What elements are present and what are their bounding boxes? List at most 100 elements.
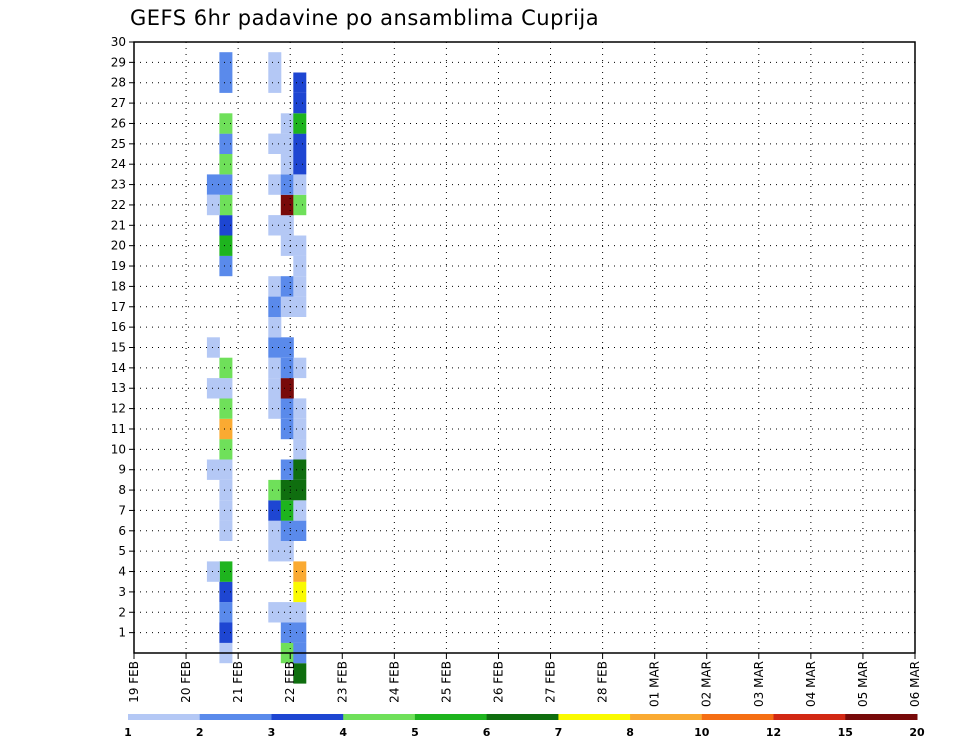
- x-tick-label: 24 FEB: [387, 661, 401, 703]
- x-tick-label: 27 FEB: [544, 661, 558, 703]
- legend-label: 12: [766, 726, 781, 739]
- precip-cell: [219, 255, 233, 277]
- precip-cell: [280, 459, 294, 480]
- legend-swatch: [271, 714, 344, 720]
- legend-label: 8: [626, 726, 634, 739]
- legend-swatch: [773, 714, 846, 720]
- precip-cell: [280, 154, 294, 175]
- precip-cell: [268, 174, 282, 195]
- precip-cell: [268, 133, 282, 154]
- precip-cell: [293, 398, 307, 419]
- x-tick-label: 20 FEB: [179, 661, 193, 703]
- x-tick-label: 23 FEB: [335, 661, 349, 703]
- precip-cell: [280, 194, 294, 216]
- precip-cell: [280, 541, 294, 562]
- legend-label: 15: [838, 726, 853, 739]
- legend-label: 5: [411, 726, 419, 739]
- legend-label: 3: [268, 726, 276, 739]
- y-tick-label: 25: [111, 137, 126, 151]
- precip-cell: [280, 235, 294, 256]
- x-tick-label: 05 MAR: [856, 661, 870, 707]
- x-tick-label: 21 FEB: [231, 661, 245, 703]
- y-tick-label: 13: [111, 381, 126, 395]
- precip-cell: [293, 418, 307, 440]
- precip-cell: [293, 439, 307, 460]
- cells-layer: [206, 52, 307, 684]
- color-legend: 1 2 3 4 5 6 7 8 10 12 15 20: [124, 714, 925, 739]
- precip-cell: [206, 174, 220, 195]
- legend-swatch: [845, 714, 918, 720]
- precip-cell: [293, 500, 307, 521]
- precip-cell: [219, 602, 233, 623]
- y-tick-label: 21: [111, 218, 126, 232]
- y-tick-label: 27: [111, 96, 126, 110]
- precip-cell: [268, 541, 282, 562]
- y-tick-label: 26: [111, 116, 126, 130]
- y-tick-label: 15: [111, 341, 126, 355]
- precip-cell: [293, 561, 307, 582]
- y-tick-label: 24: [111, 157, 126, 171]
- legend-swatch: [630, 714, 703, 720]
- precip-cell: [280, 357, 294, 379]
- precip-cell: [219, 72, 233, 93]
- x-ticks: 19 FEB 20 FEB 21 FEB 22 FEB 23 FEB 24 FEB 25 F…: [127, 653, 922, 707]
- precip-cell: [293, 72, 307, 93]
- precip-cell: [268, 337, 282, 358]
- precip-cell: [219, 133, 233, 154]
- y-tick-label: 17: [111, 300, 126, 314]
- y-tick-label: 8: [118, 483, 126, 497]
- y-tick-label: 18: [111, 279, 126, 293]
- legend-swatch: [128, 714, 201, 720]
- x-tick-label: 26 FEB: [491, 661, 505, 703]
- precip-cell: [219, 174, 233, 195]
- y-tick-label: 16: [111, 320, 126, 334]
- precip-cell: [280, 113, 294, 134]
- precip-cell: [280, 276, 294, 297]
- x-tick-label: 01 MAR: [648, 661, 662, 707]
- precip-cell: [293, 602, 307, 623]
- precip-cell: [280, 174, 294, 195]
- y-tick-label: 14: [111, 361, 126, 375]
- precip-cell: [280, 622, 294, 643]
- y-tick-label: 9: [118, 463, 126, 477]
- y-tick-label: 7: [118, 503, 126, 517]
- y-tick-label: 23: [111, 178, 126, 192]
- y-tick-label: 19: [111, 259, 126, 273]
- y-tick-label: 5: [118, 544, 126, 558]
- precip-cell: [280, 520, 294, 541]
- precip-cell: [293, 154, 307, 175]
- precip-cell: [219, 439, 233, 460]
- chart-title: GEFS 6hr padavine po ansamblima Cuprija: [130, 6, 600, 30]
- precip-cell: [293, 174, 307, 195]
- y-tick-label: 10: [111, 442, 126, 456]
- precip-cell: [280, 378, 294, 399]
- precip-cell: [206, 561, 220, 582]
- precip-cell: [268, 378, 282, 399]
- x-tick-label: 22 FEB: [283, 661, 297, 703]
- precip-cell: [219, 479, 233, 501]
- precip-cell: [268, 520, 282, 541]
- y-ticks: 1234567891011121314151617181920212223242…: [111, 35, 134, 640]
- precip-cell: [219, 622, 233, 643]
- precip-cell: [280, 215, 294, 236]
- precip-cell: [280, 418, 294, 440]
- precip-cell: [219, 581, 233, 603]
- x-tick-label: 28 FEB: [596, 661, 610, 703]
- precip-cell: [219, 215, 233, 236]
- precip-cell: [206, 337, 220, 358]
- precip-cell: [293, 520, 307, 541]
- precip-cell: [280, 500, 294, 521]
- legend-swatch: [343, 714, 416, 720]
- precip-cell: [293, 581, 307, 603]
- precip-cell: [219, 194, 233, 216]
- precip-cell: [280, 296, 294, 317]
- precip-cell: [219, 113, 233, 134]
- x-tick-label: 06 MAR: [908, 661, 922, 707]
- precip-cell: [280, 133, 294, 154]
- legend-swatch: [199, 714, 272, 720]
- precip-cell: [219, 418, 233, 440]
- legend-swatch: [414, 714, 488, 720]
- precip-cell: [206, 378, 220, 399]
- precip-cell: [219, 235, 233, 256]
- precip-cell: [219, 154, 233, 175]
